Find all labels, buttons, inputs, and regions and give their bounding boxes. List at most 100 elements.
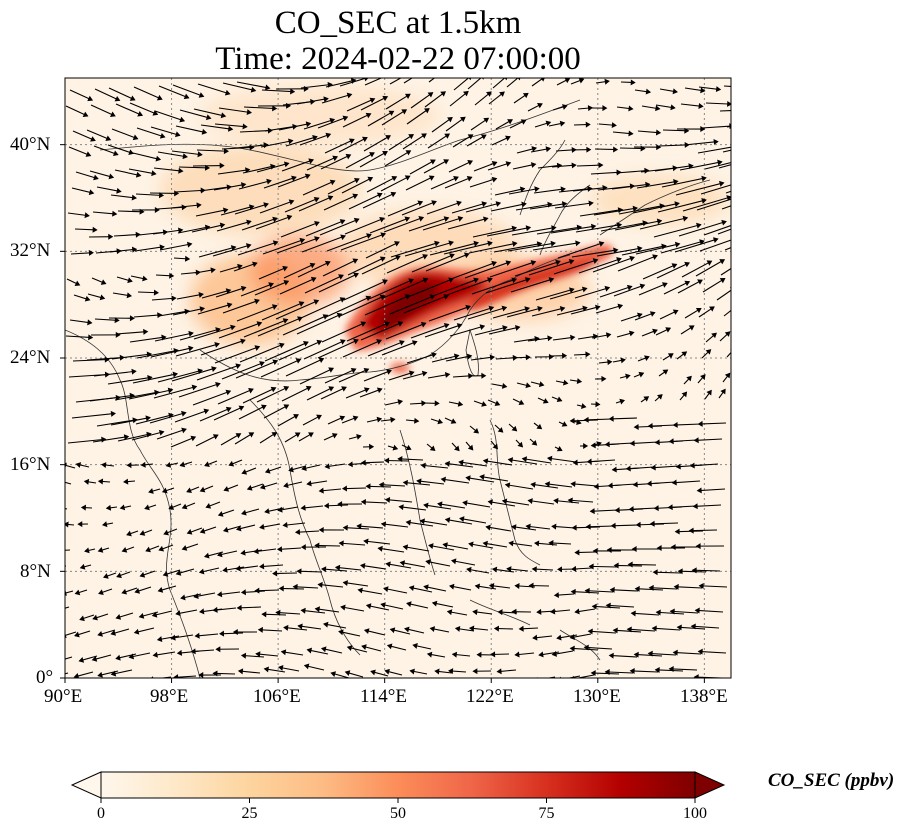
- wind-arrow: [634, 585, 664, 592]
- wind-arrow: [213, 405, 245, 421]
- wind-arrow: [488, 91, 505, 105]
- wind-arrow: [338, 367, 370, 383]
- wind-arrow: [383, 586, 408, 594]
- wind-arrow: [174, 408, 210, 423]
- wind-arrow: [365, 241, 400, 259]
- wind-arrow: [612, 627, 642, 634]
- wind-arrow: [92, 210, 118, 217]
- wind-arrow: [496, 668, 517, 675]
- wind-arrow: [283, 624, 308, 631]
- wind-arrow: [697, 420, 727, 427]
- wind-arrow: [341, 176, 374, 194]
- wind-arrow: [199, 406, 232, 422]
- wind-arrow: [569, 645, 599, 652]
- wind-arrow: [662, 353, 674, 361]
- wind-arrow: [88, 233, 114, 240]
- wind-arrow: [342, 580, 369, 587]
- wind-arrow: [133, 86, 163, 101]
- wind-arrow: [74, 226, 98, 233]
- wind-arrow: [451, 442, 460, 452]
- wind-arrow: [410, 92, 434, 109]
- wind-arrow: [387, 444, 399, 451]
- wind-arrow: [366, 176, 398, 193]
- wind-arrow: [398, 504, 427, 511]
- wind-arrow: [66, 278, 81, 286]
- wind-arrow: [639, 215, 689, 230]
- wind-arrow: [616, 105, 634, 112]
- wind-arrow: [385, 561, 412, 569]
- wind-arrow: [113, 231, 141, 238]
- wind-arrow: [488, 583, 511, 589]
- wind-arrow: [200, 124, 234, 132]
- wind-arrow: [121, 587, 138, 595]
- wind-arrow: [537, 397, 549, 404]
- wind-arrow: [151, 295, 177, 302]
- wind-arrow: [114, 169, 142, 178]
- wind-arrow: [655, 327, 672, 336]
- wind-arrow: [360, 321, 404, 341]
- wind-arrow: [636, 179, 679, 189]
- colorbar-tick-label: 75: [538, 805, 555, 822]
- map-time-subtitle: Time: 2024-02-22 07:00:00: [215, 41, 581, 77]
- wind-arrow: [399, 560, 426, 568]
- wind-arrow: [79, 614, 95, 622]
- wind-arrow: [69, 89, 94, 102]
- wind-arrow: [718, 388, 726, 399]
- wind-arrow: [237, 240, 279, 256]
- wind-arrow: [403, 294, 450, 314]
- wind-arrow: [256, 385, 290, 403]
- wind-arrow: [348, 192, 383, 210]
- wind-arrow: [628, 506, 658, 513]
- wind-arrow: [194, 267, 216, 274]
- wind-arrow: [234, 202, 269, 215]
- wind-arrow: [412, 643, 432, 650]
- wind-arrow: [604, 441, 634, 448]
- wind-arrow: [153, 384, 198, 399]
- wind-arrow: [65, 521, 75, 528]
- wind-arrow: [254, 279, 290, 296]
- wind-arrow: [105, 504, 118, 511]
- wind-arrow: [518, 625, 539, 632]
- wind-arrow: [469, 176, 498, 188]
- wind-arrow: [259, 432, 278, 444]
- wind-arrow: [575, 222, 623, 233]
- wind-arrow: [608, 415, 638, 422]
- wind-arrow: [533, 186, 566, 194]
- wind-arrow: [679, 159, 723, 171]
- wind-arrow: [168, 503, 182, 510]
- wind-arrow: [676, 351, 688, 360]
- wind-arrow: [693, 437, 723, 444]
- wind-arrow: [719, 110, 731, 112]
- wind-arrow: [385, 93, 411, 110]
- wind-arrow: [610, 522, 640, 529]
- wind-arrow: [65, 606, 70, 609]
- wind-arrow: [192, 162, 225, 169]
- wind-arrow: [222, 298, 260, 314]
- wind-arrow: [592, 255, 635, 273]
- wind-arrow: [117, 208, 145, 215]
- wind-arrow: [233, 261, 258, 272]
- wind-arrow: [504, 482, 534, 490]
- wind-arrow: [323, 433, 338, 441]
- wind-arrow: [428, 78, 436, 83]
- wind-arrow: [97, 629, 116, 637]
- wind-arrow: [656, 261, 691, 279]
- wind-arrow: [487, 499, 516, 507]
- wind-arrow: [571, 524, 601, 531]
- wind-arrow: [236, 604, 262, 611]
- wind-arrow: [380, 175, 411, 192]
- wind-arrow: [552, 334, 576, 341]
- wind-arrow: [608, 652, 638, 659]
- wind-arrow: [401, 200, 437, 216]
- colorbar: [70, 771, 726, 803]
- wind-arrow: [683, 138, 719, 146]
- wind-arrow: [175, 125, 208, 135]
- wind-arrow: [300, 544, 327, 551]
- wind-arrow: [427, 133, 451, 149]
- wind-arrow: [408, 216, 450, 232]
- wind-arrow: [551, 650, 574, 657]
- wind-arrow: [344, 216, 385, 235]
- wind-arrow: [165, 461, 179, 468]
- wind-arrow: [531, 306, 566, 317]
- wind-arrow: [509, 119, 527, 129]
